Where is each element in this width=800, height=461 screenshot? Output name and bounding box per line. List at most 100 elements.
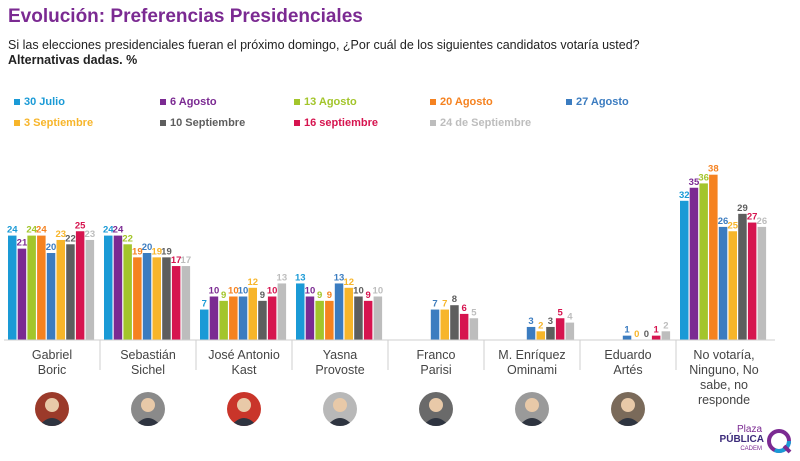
bar <box>75 231 85 340</box>
data-label: 9 <box>327 290 332 301</box>
legend-label: 30 Julio <box>24 96 65 108</box>
bar <box>469 318 479 340</box>
candidate-photo <box>35 392 69 426</box>
bar <box>440 309 449 340</box>
bar <box>459 313 469 340</box>
chart-subtitle-2: Alternativas dadas. % <box>8 53 138 67</box>
candidate-photo <box>323 392 357 426</box>
plaza-publica-logo: Plaza PÚBLICA CADEM <box>719 424 792 458</box>
bar <box>181 266 191 340</box>
data-label: 38 <box>708 164 719 175</box>
data-label: 13 <box>277 272 288 283</box>
data-label: 20 <box>46 242 57 253</box>
bar <box>622 335 632 340</box>
bar <box>430 309 440 340</box>
candidate-label-line: responde <box>697 393 751 407</box>
bar <box>450 305 459 340</box>
candidate-label-line: Gabriel <box>31 348 73 362</box>
data-label: 9 <box>260 290 265 301</box>
candidate-photo <box>227 392 261 426</box>
bar <box>738 213 747 340</box>
candidate-label-line: Eduardo <box>604 348 652 362</box>
legend-item: 6 Agosto <box>160 96 217 108</box>
candidate-label: Yasna Provoste <box>292 348 388 378</box>
data-label: 24 <box>113 225 124 236</box>
candidate-label: José Antonio Kast <box>196 348 292 378</box>
data-label: 9 <box>317 290 322 301</box>
legend-swatch <box>294 99 300 106</box>
data-label: 10 <box>373 286 384 297</box>
bar <box>315 300 324 340</box>
bar <box>334 283 344 340</box>
data-label: 24 <box>103 225 114 236</box>
data-label: 23 <box>55 229 66 240</box>
candidate-label-line: Artés <box>613 363 643 377</box>
data-label: 13 <box>334 272 345 283</box>
chart-title: Evolución: Preferencias Presidenciales <box>8 6 363 27</box>
bar <box>200 309 209 340</box>
logo-line-1: Plaza <box>736 424 762 435</box>
data-label: 24 <box>26 225 37 236</box>
bar <box>373 296 383 340</box>
data-label: 2 <box>538 320 543 331</box>
data-label: 7 <box>442 299 447 310</box>
legend-item: 3 Septiembre <box>14 117 93 129</box>
bar <box>229 296 238 340</box>
bar <box>66 244 75 340</box>
candidate-label-line: Ominami <box>506 363 557 377</box>
legend-label: 6 Agosto <box>170 96 217 108</box>
logo-line-3: CADEM <box>740 446 762 452</box>
bar <box>258 300 267 340</box>
data-label: 26 <box>757 216 768 227</box>
bar <box>219 300 228 340</box>
candidate-label: M. Enríquez Ominami <box>484 348 580 378</box>
data-label: 17 <box>171 255 182 266</box>
data-label: 24 <box>7 225 18 236</box>
bar <box>152 257 161 340</box>
bar <box>651 335 661 340</box>
legend-item: 16 septiembre <box>294 117 378 129</box>
logo-line-2: PÚBLICA <box>719 434 764 445</box>
bar <box>526 326 536 340</box>
data-label: 3 <box>548 316 553 327</box>
bar <box>325 300 334 340</box>
bar <box>536 331 545 340</box>
data-label: 13 <box>295 272 306 283</box>
candidate-label-line: No votaría, <box>693 348 755 362</box>
legend-item: 13 Agosto <box>294 96 357 108</box>
data-label: 22 <box>65 233 76 244</box>
candidate-label: No votaría, Ninguno, No sabe, no responde <box>676 348 772 408</box>
legend-swatch <box>14 120 20 127</box>
legend-swatch <box>160 120 166 127</box>
bar <box>661 331 671 340</box>
bar <box>546 326 555 340</box>
data-label: 3 <box>528 316 533 327</box>
data-label: 21 <box>17 238 28 249</box>
legend-label: 10 Septiembre <box>170 117 246 129</box>
bar <box>17 248 27 340</box>
data-label: 26 <box>718 216 729 227</box>
candidate-label-line: Boric <box>37 363 67 377</box>
candidate-label-line: Franco <box>416 348 456 362</box>
data-label: 1 <box>624 325 630 336</box>
candidate-label: Sebastián Sichel <box>100 348 196 378</box>
bar <box>85 239 95 340</box>
legend-swatch <box>430 99 436 106</box>
candidate-label: Gabriel Boric <box>4 348 100 378</box>
candidate-label-line: José Antonio <box>208 348 280 362</box>
legend-item: 27 Agosto <box>566 96 629 108</box>
candidate-label: Franco Parisi <box>388 348 484 378</box>
bar <box>248 287 257 340</box>
data-label: 10 <box>267 286 278 297</box>
bar <box>747 222 757 340</box>
legend-swatch <box>14 99 20 106</box>
data-label: 19 <box>132 246 143 257</box>
bar <box>209 296 219 340</box>
bar <box>267 296 277 340</box>
data-label: 25 <box>75 220 86 231</box>
candidate-label-line: Sichel <box>130 363 166 377</box>
data-label: 4 <box>567 312 573 323</box>
legend-item: 30 Julio <box>14 96 65 108</box>
data-label: 8 <box>452 294 457 305</box>
bar <box>680 200 689 340</box>
